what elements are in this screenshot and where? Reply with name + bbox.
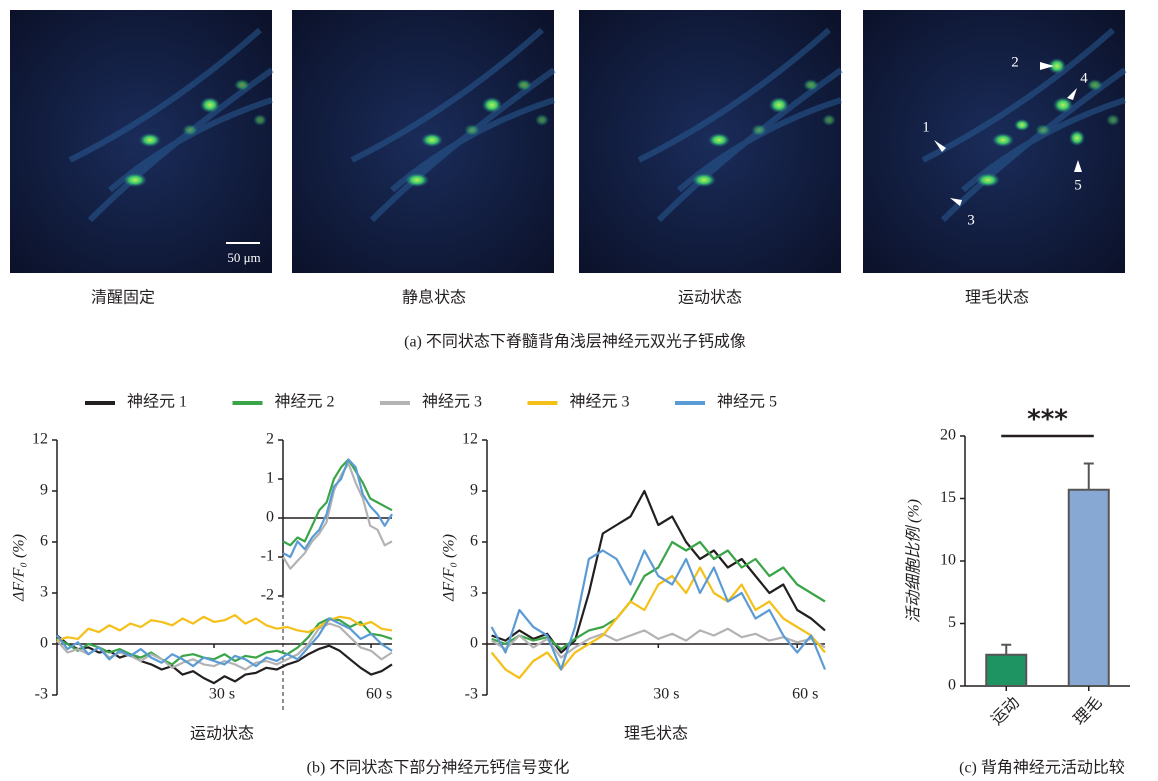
x-tick-label: 运动 [988, 693, 1023, 728]
y-axis-label: ΔF/F₀ (%) [11, 534, 28, 602]
image-label: 清醒固定 [91, 289, 155, 307]
image-panel [10, 10, 1125, 273]
legend-label: 神经元 1 [127, 393, 187, 411]
x-tick-label: 30 s [209, 686, 235, 703]
x-tick-label: 60 s [366, 686, 392, 703]
y-tick-label: 1 [266, 470, 274, 487]
y-tick-label: 5 [948, 614, 956, 631]
y-tick-label: -3 [465, 686, 478, 703]
y-tick-label: 6 [40, 533, 48, 550]
y-axis-label: ΔF/F₀ (%) [441, 534, 458, 602]
x-tick-label: 30 s [653, 686, 679, 703]
x-tick-label: 理毛 [1070, 693, 1105, 728]
y-tick-label: 0 [470, 635, 478, 652]
y-tick-label: 9 [470, 482, 478, 499]
caption: (a) 不同状态下脊髓背角浅层神经元双光子钙成像 [404, 333, 746, 351]
y-tick-label: 10 [940, 552, 956, 569]
y-tick-label: 15 [940, 489, 956, 506]
cell-annotation: 3 [967, 212, 975, 228]
trace [57, 636, 392, 684]
y-tick-label: 12 [32, 431, 48, 448]
trace [57, 624, 392, 670]
cell-annotation: 4 [1080, 70, 1088, 86]
y-tick-label: 9 [40, 482, 48, 499]
trace [283, 460, 392, 546]
y-axis-label: 活动细胞比例 (%) [905, 499, 923, 623]
caption: (c) 背角神经元活动比较 [959, 759, 1125, 777]
chart-title: 理毛状态 [624, 725, 688, 743]
y-tick-label: -3 [35, 686, 48, 703]
image-label: 运动状态 [678, 289, 742, 307]
cell-annotation: 2 [1011, 54, 1019, 70]
caption: (b) 不同状态下部分神经元钙信号变化 [307, 759, 570, 777]
y-tick-label: -2 [261, 587, 274, 604]
image-label: 静息状态 [402, 289, 466, 307]
chart-title: 运动状态 [190, 725, 254, 743]
y-tick-label: 20 [940, 427, 956, 444]
y-tick-label: 0 [948, 677, 956, 694]
y-tick-label: 6 [470, 533, 478, 550]
y-tick-label: 12 [462, 431, 478, 448]
scale-bar-label: 50 μm [227, 250, 260, 265]
bar [986, 655, 1026, 686]
y-tick-label: 3 [470, 584, 478, 601]
significance: *** [1027, 405, 1068, 435]
legend-label: 神经元 5 [717, 393, 777, 411]
legend-label: 神经元 3 [570, 393, 630, 411]
trace [492, 568, 825, 679]
image-label: 理毛状态 [965, 289, 1029, 307]
y-tick-label: 3 [40, 584, 48, 601]
cell-annotation: 5 [1074, 177, 1082, 193]
bar [1069, 490, 1109, 686]
trace [283, 463, 392, 568]
y-tick-label: 0 [266, 509, 274, 526]
legend-label: 神经元 2 [275, 393, 335, 411]
figure: 50 μm 1 2 3 4 5 清醒固定 静息状态 运动状态 理毛状态 (a) … [0, 0, 1158, 781]
y-tick-label: -1 [261, 548, 274, 565]
legend-label: 神经元 3 [422, 393, 482, 411]
cell-annotation: 1 [922, 119, 930, 135]
y-tick-label: 2 [266, 431, 274, 448]
y-tick-label: 0 [40, 635, 48, 652]
x-tick-label: 60 s [792, 686, 818, 703]
